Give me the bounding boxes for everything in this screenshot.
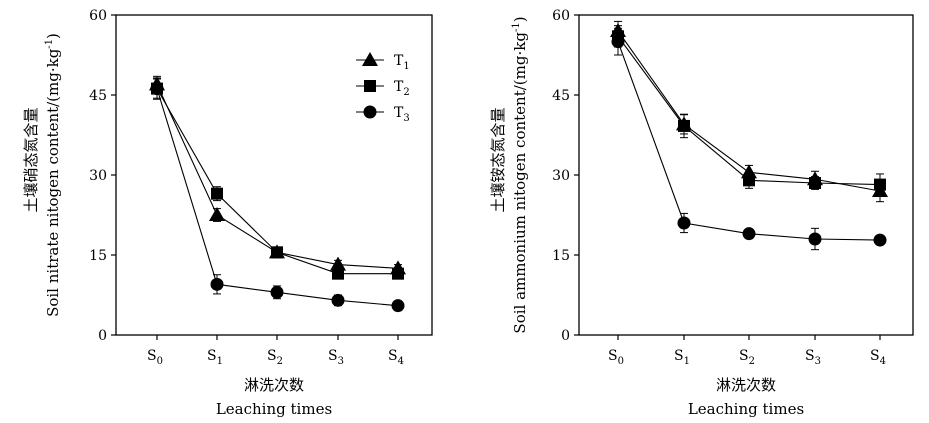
legend-label-base: T xyxy=(394,79,404,95)
data-point xyxy=(742,227,756,241)
x-tick-label-sub: 3 xyxy=(338,356,344,367)
data-point xyxy=(332,267,344,280)
x-tick-label: S2 xyxy=(739,348,755,367)
x-tick-label: S4 xyxy=(870,348,886,367)
x-tick-label-base: S xyxy=(207,348,217,364)
data-point xyxy=(392,267,404,280)
x-tick-label-sub: 4 xyxy=(398,356,404,367)
x-tick-label: S1 xyxy=(674,348,690,367)
x-tick-label-sub: 0 xyxy=(157,356,163,367)
y-axis-label-unit-sup: -1 xyxy=(44,39,55,49)
y-axis-label-close: ) xyxy=(511,16,529,22)
legend-label-sub: 3 xyxy=(403,113,409,124)
x-axis-label-en: Leaching times xyxy=(216,400,332,418)
data-point xyxy=(677,216,691,230)
legend-label-sub: 2 xyxy=(403,87,409,98)
legend-label: T1 xyxy=(394,53,410,72)
y-axis-label-text: Soil ammonium nitogen content/(mg·kg xyxy=(511,32,529,334)
x-tick-label-sub: 3 xyxy=(815,356,821,367)
data-point xyxy=(809,177,821,189)
data-point xyxy=(678,119,690,132)
legend-label-base: T xyxy=(394,105,404,121)
x-tick-label-base: S xyxy=(805,348,815,364)
x-tick-label-base: S xyxy=(674,348,684,364)
x-tick-label-sub: 2 xyxy=(749,356,755,367)
x-axis-label-en: Leaching times xyxy=(688,400,804,418)
y-tick-label: 60 xyxy=(89,8,107,24)
x-tick-label-base: S xyxy=(608,348,618,364)
x-tick-label-base: S xyxy=(147,348,157,364)
data-point xyxy=(331,293,345,307)
x-axis-label-zh: 淋洗次数 xyxy=(716,376,776,394)
x-tick-label-sub: 2 xyxy=(277,356,283,367)
x-tick-label: S0 xyxy=(608,348,624,367)
y-axis-label-zh: 土壤硝态氮含量 xyxy=(22,107,40,212)
legend-marker xyxy=(363,105,377,119)
data-point xyxy=(211,187,223,200)
y-tick-label: 15 xyxy=(89,248,107,264)
data-point xyxy=(873,233,887,247)
x-tick-label-sub: 1 xyxy=(684,356,690,367)
series-line xyxy=(617,36,881,186)
series-t3 xyxy=(150,77,405,313)
legend-marker xyxy=(362,52,378,66)
x-tick-label-base: S xyxy=(267,348,277,364)
x-tick-label-sub: 0 xyxy=(618,356,624,367)
legend-label-base: T xyxy=(394,53,404,69)
y-tick-label: 45 xyxy=(89,88,107,104)
y-axis-label-text: Soil nitrate nitogen content/(mg·kg xyxy=(44,48,62,317)
x-tick-label: S0 xyxy=(147,348,163,367)
data-point xyxy=(743,174,755,187)
data-point xyxy=(271,246,283,259)
legend-label: T2 xyxy=(394,79,410,98)
data-point xyxy=(874,178,886,191)
x-tick-label: S2 xyxy=(267,348,283,367)
y-tick-label: 45 xyxy=(552,88,570,104)
x-tick-label-base: S xyxy=(388,348,398,364)
x-tick-label: S4 xyxy=(388,348,404,367)
y-axis-label-close: ) xyxy=(44,33,62,39)
legend-label: T3 xyxy=(394,105,410,124)
y-axis-label-en: Soil nitrate nitogen content/(mg·kg-1) xyxy=(44,33,62,317)
series-t3 xyxy=(611,27,887,251)
data-point xyxy=(391,299,405,313)
data-point xyxy=(611,35,625,49)
y-axis-label-unit-sup: -1 xyxy=(511,22,522,32)
data-point xyxy=(270,285,284,299)
data-point xyxy=(330,256,346,271)
x-tick-label: S3 xyxy=(328,348,344,367)
x-tick-label-base: S xyxy=(328,348,338,364)
y-axis-label-zh: 土壤铵态氮含量 xyxy=(489,107,507,212)
y-tick-label: 30 xyxy=(552,168,570,184)
x-axis-label-zh: 淋洗次数 xyxy=(244,376,304,394)
x-tick-label-base: S xyxy=(739,348,749,364)
data-point xyxy=(808,232,822,246)
x-tick-label: S3 xyxy=(805,348,821,367)
y-tick-label: 60 xyxy=(552,8,570,24)
y-axis-label-en: Soil ammonium nitogen content/(mg·kg-1) xyxy=(511,16,529,333)
y-tick-label: 0 xyxy=(98,328,107,344)
y-tick-label: 30 xyxy=(89,168,107,184)
data-point xyxy=(209,207,225,221)
x-tick-label-sub: 4 xyxy=(880,356,886,367)
series-line xyxy=(156,88,399,307)
data-point xyxy=(210,277,224,291)
y-tick-label: 15 xyxy=(552,248,570,264)
x-tick-label-sub: 1 xyxy=(217,356,223,367)
series-line xyxy=(617,41,881,241)
x-tick-label-base: S xyxy=(870,348,880,364)
data-point xyxy=(150,82,164,96)
legend-label-sub: 1 xyxy=(403,61,409,72)
legend-marker xyxy=(364,80,376,92)
y-tick-label: 0 xyxy=(561,328,570,344)
x-tick-label: S1 xyxy=(207,348,223,367)
